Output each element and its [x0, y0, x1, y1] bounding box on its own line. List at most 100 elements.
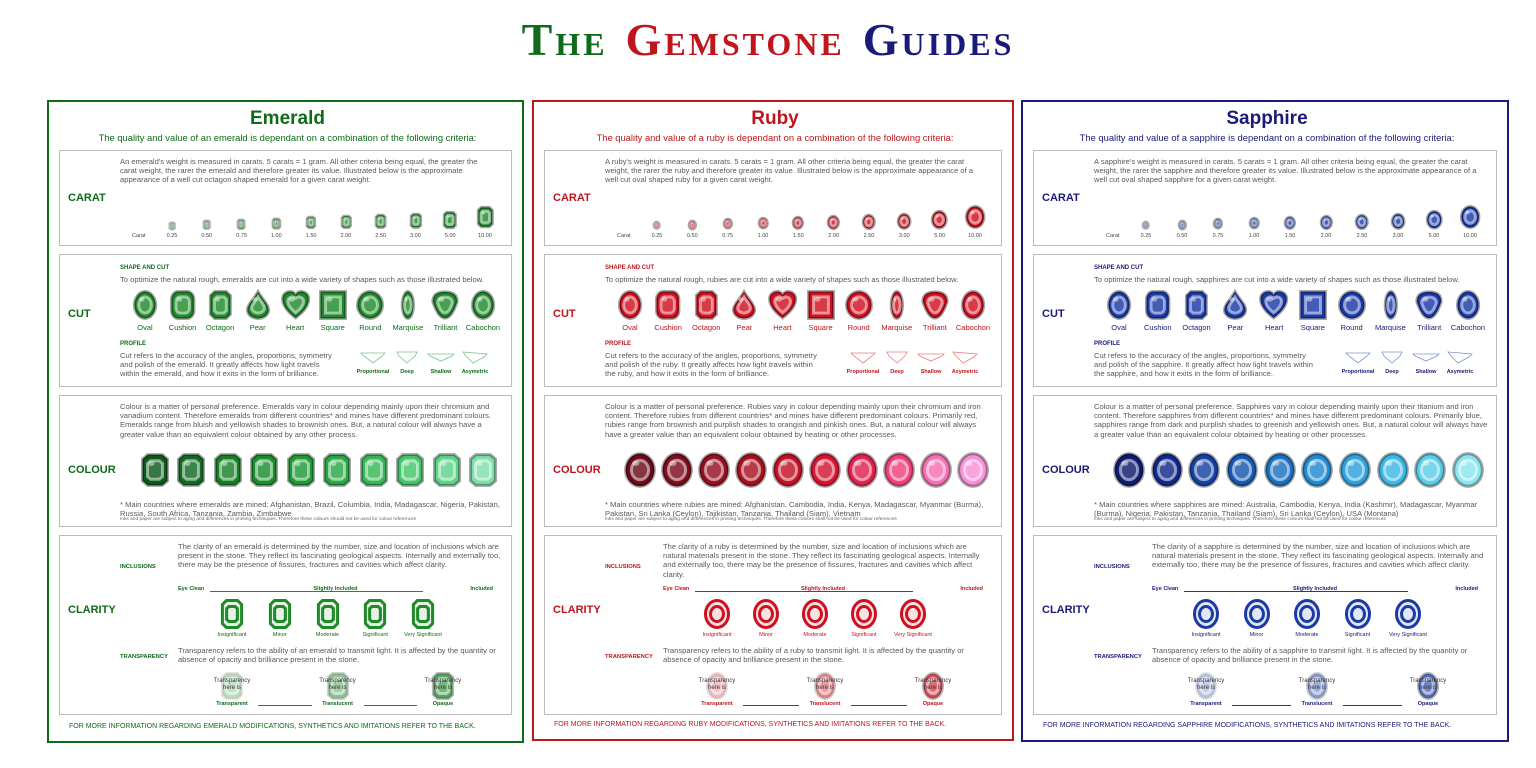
gem-part — [669, 460, 677, 466]
gem-part — [1180, 222, 1184, 227]
gem-part — [171, 224, 173, 227]
gem-part — [433, 674, 452, 699]
section-label: CLARITY — [68, 604, 116, 616]
gem-part — [1234, 460, 1242, 466]
section-label: CARAT — [553, 192, 591, 204]
panel: Sapphire The quality and value of a sapph… — [1021, 100, 1509, 742]
title: The Gemstone Guides — [0, 12, 1536, 68]
carat-box: CARAT A sapphire's weight is measured in … — [1033, 150, 1497, 246]
gem-part — [1251, 220, 1254, 223]
gem-part — [1418, 674, 1437, 699]
gem-part — [1422, 297, 1429, 302]
carat-weight: 1.50 — [305, 233, 317, 239]
inclusions-text: The clarity of a ruby is determined by t… — [663, 542, 980, 579]
gem-part — [366, 461, 381, 479]
panel-name: Ruby — [751, 108, 799, 129]
gem-part — [293, 461, 308, 479]
gem-part — [330, 461, 337, 467]
carat-gem — [793, 217, 803, 229]
carat-gem — [1179, 221, 1186, 229]
gem-part — [171, 224, 173, 227]
gem-part — [1359, 218, 1366, 226]
gem-part — [1422, 460, 1430, 466]
placeholder-text: Transparency here is — [806, 678, 844, 691]
cut-gem — [320, 291, 346, 319]
cut-gem — [619, 291, 641, 319]
carat-weight: 0.75 — [236, 233, 247, 239]
gem-part — [1344, 297, 1359, 313]
carat-weight: 0.50 — [201, 233, 213, 239]
carat-weight: 3.00 — [1392, 233, 1404, 239]
carat-gem — [1427, 211, 1442, 228]
section-label: CLARITY — [1042, 604, 1090, 616]
carat-gem — [273, 219, 280, 228]
gem-part — [477, 297, 483, 302]
transparency-gem — [923, 673, 943, 699]
colour-gem — [1114, 453, 1144, 487]
gem-part — [851, 297, 859, 302]
cut-gem — [247, 291, 269, 319]
gem-part — [1252, 221, 1257, 227]
carat-gem — [1285, 217, 1295, 229]
section-label: CUT — [1042, 308, 1065, 320]
gem-part — [439, 461, 454, 479]
cut-gem — [1385, 291, 1397, 319]
gem-part — [970, 211, 981, 224]
gem-part — [1287, 219, 1293, 226]
gem-part — [1462, 297, 1475, 313]
clarity-gem — [1346, 600, 1370, 628]
shape-name: Pear — [1227, 323, 1244, 332]
gem-part — [148, 461, 163, 479]
clarity-gem — [413, 600, 433, 628]
gem-part — [1460, 460, 1468, 466]
shape-name: Cabochon — [465, 323, 501, 332]
profile-name: Shallow — [1415, 369, 1437, 375]
gem-part — [447, 215, 450, 218]
carat-weight: 5.00 — [444, 233, 456, 239]
profile-shape — [1381, 351, 1403, 364]
profile-shape — [917, 353, 945, 362]
gem-part — [893, 297, 900, 313]
gem-part — [1358, 217, 1362, 220]
gem-part — [655, 223, 657, 225]
gem-part — [775, 297, 791, 313]
shape-name: Marquise — [1375, 323, 1406, 332]
arrow-line — [1232, 705, 1291, 706]
clarity-gem — [270, 600, 290, 628]
gem-part — [226, 678, 232, 683]
gem-part — [322, 606, 333, 621]
gem-part — [690, 222, 694, 227]
carat-box: CARAT A ruby's weight is measured in cara… — [544, 150, 1002, 246]
gem-part — [851, 297, 866, 313]
colour-text: Colour is a matter of personal preferenc… — [605, 402, 981, 439]
grade-label: Significant — [1344, 632, 1371, 638]
profile-name: Deep — [890, 369, 904, 375]
carat-gem — [759, 218, 768, 228]
arrow-line — [695, 591, 913, 592]
gem-part — [413, 217, 419, 225]
colour-gem — [142, 454, 168, 486]
cut-gem — [1339, 291, 1365, 319]
shape-name: Round — [847, 323, 870, 332]
scale-label: Included — [960, 586, 983, 592]
gem-part — [632, 460, 640, 466]
cut-gem — [1186, 291, 1207, 319]
gem-part — [477, 297, 490, 313]
gem-part — [1191, 297, 1197, 302]
gem-part — [901, 217, 908, 225]
gem-part — [403, 461, 418, 479]
carat-gem — [898, 214, 910, 229]
gem-part — [700, 297, 712, 313]
profile-shape — [1345, 352, 1371, 364]
gem-part — [725, 221, 728, 223]
cut-text: To optimize the natural rough, sapphires… — [1094, 275, 1460, 284]
clarity-gem — [901, 600, 925, 628]
grade-label: Very Significant — [404, 632, 442, 638]
section-label: COLOUR — [1042, 464, 1090, 476]
gem-part — [1305, 297, 1320, 313]
profile-outline — [917, 353, 945, 362]
carat-gem — [342, 216, 351, 228]
gem-part — [928, 460, 936, 466]
gem-part — [176, 297, 189, 313]
cut-gem — [922, 291, 948, 319]
